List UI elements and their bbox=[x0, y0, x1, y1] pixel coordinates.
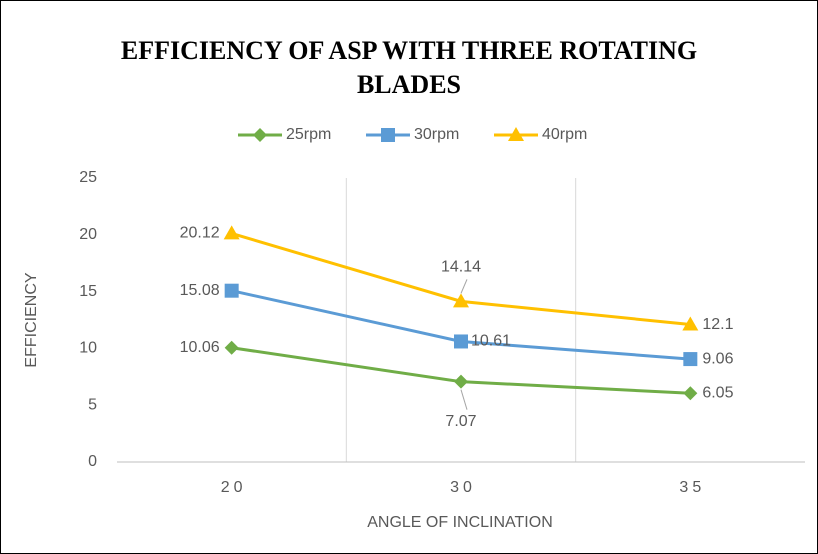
y-tick-label: 10 bbox=[79, 340, 97, 357]
marker bbox=[223, 225, 240, 240]
marker bbox=[224, 340, 239, 355]
legend-label: 30rpm bbox=[414, 126, 459, 143]
data-label: 7.07 bbox=[445, 413, 476, 430]
legend-label: 25rpm bbox=[286, 126, 331, 143]
marker bbox=[454, 334, 468, 349]
marker bbox=[224, 283, 239, 298]
data-label: 9.06 bbox=[702, 350, 733, 367]
x-tick-label: 35 bbox=[679, 479, 705, 496]
data-label: 10.06 bbox=[180, 339, 220, 356]
leader-line bbox=[460, 279, 468, 294]
y-tick-label: 20 bbox=[79, 226, 97, 243]
data-label: 15.08 bbox=[180, 282, 220, 299]
marker bbox=[453, 293, 469, 308]
y-tick-label: 0 bbox=[88, 453, 97, 470]
marker bbox=[682, 316, 699, 331]
data-label: 20.12 bbox=[180, 225, 220, 242]
marker bbox=[683, 352, 698, 367]
y-tick-label: 15 bbox=[79, 283, 97, 300]
data-label: 14.14 bbox=[441, 259, 481, 276]
y-tick-label: 5 bbox=[88, 396, 97, 413]
data-label: 12.1 bbox=[702, 316, 733, 333]
data-label: 6.05 bbox=[702, 384, 733, 401]
x-tick-label: 20 bbox=[221, 479, 247, 496]
y-axis-label: EFFICIENCY bbox=[23, 272, 40, 367]
marker bbox=[381, 128, 395, 142]
marker bbox=[508, 127, 524, 141]
chart-title: EFFICIENCY OF ASP WITH THREE ROTATING BL… bbox=[120, 36, 698, 99]
marker bbox=[454, 374, 468, 389]
legend-label: 40rpm bbox=[542, 126, 587, 143]
marker bbox=[253, 128, 267, 142]
marker bbox=[683, 386, 698, 401]
y-tick-label: 25 bbox=[79, 169, 97, 186]
leader-line bbox=[460, 389, 468, 410]
x-axis-label: ANGLE OF INCLINATION bbox=[367, 514, 553, 531]
x-tick-label: 30 bbox=[450, 479, 476, 496]
data-label: 10.61 bbox=[471, 333, 511, 350]
